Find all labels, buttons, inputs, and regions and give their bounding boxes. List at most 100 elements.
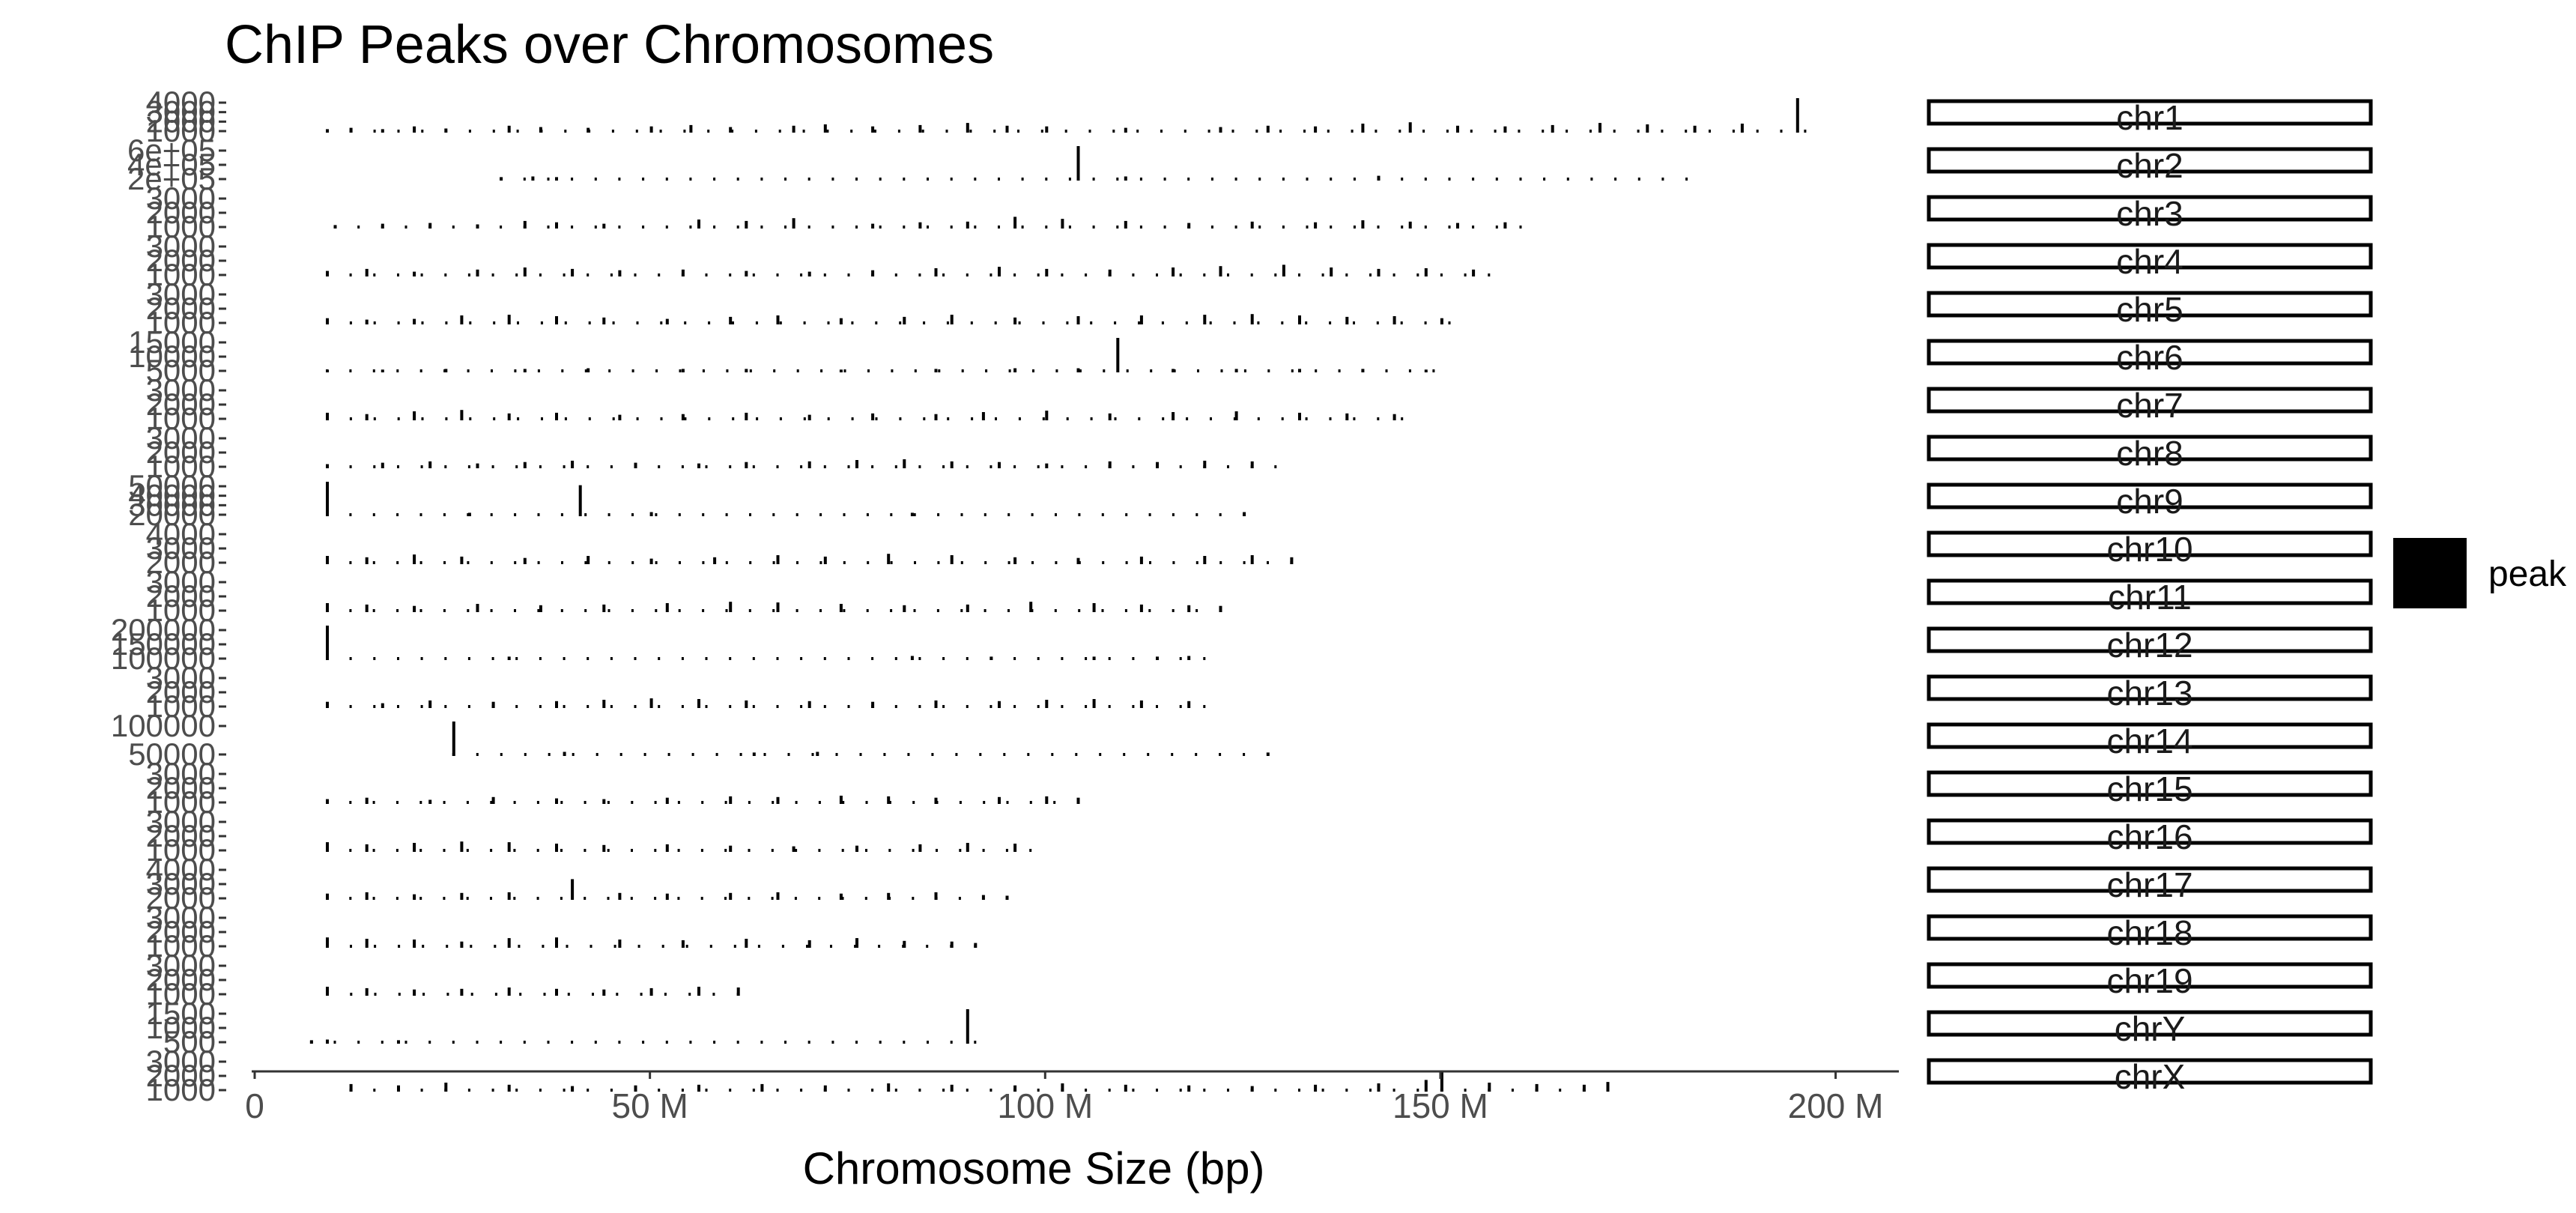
peak-bar — [1149, 561, 1151, 564]
peak-bar — [998, 462, 1001, 468]
peak-bar — [1108, 657, 1111, 660]
peak-bar — [658, 705, 661, 708]
peak-bar — [333, 226, 336, 229]
peak-bar — [1535, 1083, 1539, 1092]
peak-bar — [1116, 178, 1119, 181]
peak-bar — [571, 1086, 575, 1092]
peak-bar — [602, 317, 606, 324]
peak-bar — [443, 801, 446, 804]
peak-bar — [446, 993, 449, 996]
peak-bar — [1756, 130, 1759, 133]
peak-bar — [572, 753, 575, 756]
peak-bar — [1037, 1089, 1040, 1092]
peak-bar — [326, 465, 328, 468]
peak-bar — [1061, 465, 1064, 468]
peak-bar — [396, 801, 398, 804]
peak-bar — [428, 1041, 431, 1044]
y-tick-label: 2000 — [146, 243, 216, 278]
peak-bar — [697, 463, 700, 468]
peak-bar — [1064, 130, 1067, 133]
peak-bar — [326, 321, 328, 324]
peak-bar — [1315, 369, 1318, 372]
peak-bar — [752, 657, 755, 660]
peak-bar — [1250, 1089, 1253, 1092]
peak-bar — [1203, 657, 1206, 660]
peak-bar — [659, 130, 662, 133]
peak-bar — [649, 558, 653, 564]
peak-bar — [658, 273, 661, 276]
peak-bar — [1124, 176, 1127, 181]
peak-bar — [333, 1041, 336, 1044]
peak-bar — [594, 178, 597, 181]
peak-bar — [1203, 315, 1207, 324]
peak-bar — [847, 657, 850, 660]
peak-bar — [820, 369, 823, 372]
peak-bar — [491, 273, 494, 276]
peak-bar — [1116, 226, 1119, 229]
peak-bar — [466, 801, 469, 804]
peak-bar — [961, 369, 964, 372]
y-tick-label: 5000 — [146, 353, 216, 388]
peak-bar — [713, 1041, 716, 1044]
peak-bar — [555, 222, 558, 229]
peak-bar — [683, 130, 686, 133]
peak-bar — [841, 849, 844, 852]
peak-bar — [1061, 705, 1064, 708]
peak-bar — [602, 844, 606, 852]
peak-bar — [421, 130, 424, 133]
peak-bar — [610, 705, 613, 708]
peak-bar — [831, 226, 834, 229]
strip-box — [1927, 435, 2373, 462]
peak-bar — [654, 801, 657, 804]
peak-bar — [1267, 561, 1269, 564]
peak-bar — [1543, 178, 1546, 181]
peak-bar — [631, 849, 633, 852]
strip-box — [1927, 483, 2373, 509]
peak-bar — [729, 127, 733, 133]
peak-bar — [500, 178, 503, 181]
peak-bar — [934, 797, 938, 804]
peak-bar — [871, 705, 874, 708]
peak-bar — [950, 178, 953, 181]
peak-bar — [776, 555, 780, 564]
peak-bar — [444, 1089, 447, 1092]
peak-bar — [827, 321, 830, 324]
peak-bar — [537, 369, 540, 372]
peak-bar — [1258, 178, 1261, 181]
y-tick-label: 1000 — [146, 593, 216, 628]
peak-bar — [515, 705, 518, 708]
peak-bar — [1045, 226, 1048, 229]
peak-bar — [413, 989, 416, 996]
peak-bar — [537, 609, 540, 612]
peak-bar — [1330, 226, 1333, 229]
peak-bar — [420, 1089, 423, 1092]
peak-bar — [899, 417, 902, 420]
y-tick-label: 1000 — [146, 209, 216, 244]
peak-bar — [326, 626, 329, 660]
peak-bar — [745, 700, 748, 708]
peak-bar — [309, 1041, 312, 1044]
peak-bar — [1124, 609, 1127, 612]
peak-bar — [1092, 226, 1095, 229]
peak-bar — [1401, 178, 1404, 181]
peak-bar — [773, 369, 776, 372]
peak-bar — [1156, 273, 1158, 276]
peak-bar — [537, 561, 540, 564]
peak-bar — [493, 321, 496, 324]
peak-bar — [326, 897, 328, 900]
peak-bar — [974, 1041, 977, 1044]
peak-bar — [612, 417, 615, 420]
peak-bar — [950, 945, 953, 948]
peak-bar — [397, 273, 399, 276]
strip-label: chr14 — [2106, 722, 2192, 760]
peak-bar — [507, 987, 511, 996]
peak-bar — [1027, 753, 1030, 756]
peak-bar — [539, 705, 542, 708]
peak-bar — [1470, 130, 1473, 133]
peak-bar — [781, 945, 784, 948]
peak-bar — [1126, 369, 1129, 372]
peak-bar — [492, 130, 495, 133]
strip-box — [1927, 626, 2373, 653]
